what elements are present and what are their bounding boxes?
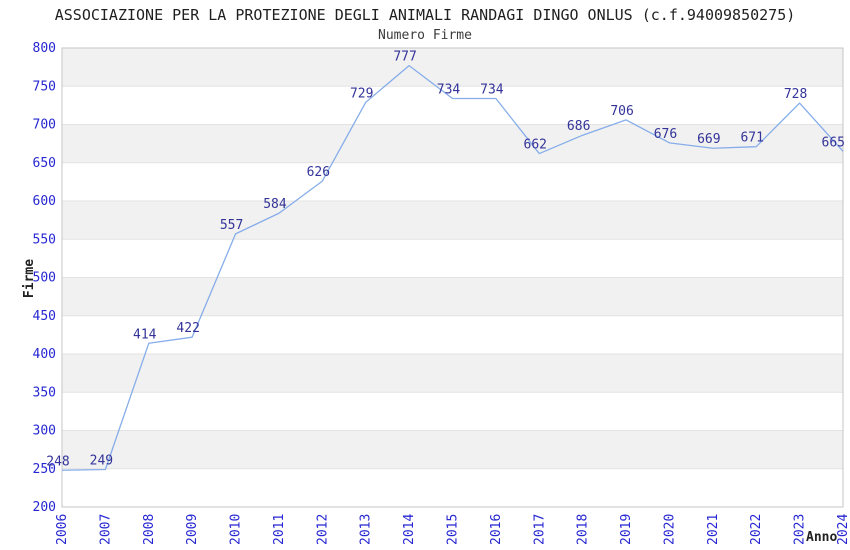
- plot-band: [62, 277, 843, 316]
- plot-band: [62, 201, 843, 240]
- data-point-label: 557: [220, 218, 243, 233]
- x-tick-label: 2021: [706, 514, 721, 545]
- x-tick-label: 2013: [359, 514, 374, 545]
- x-tick-label: 2016: [489, 514, 504, 545]
- data-point-label: 662: [524, 138, 547, 153]
- y-tick-label: 750: [33, 79, 56, 94]
- data-point-label: 676: [654, 127, 677, 142]
- x-tick-label: 2024: [836, 514, 850, 545]
- x-tick-label: 2018: [576, 514, 591, 545]
- y-tick-label: 300: [33, 424, 56, 439]
- x-axis-title: Anno: [806, 530, 838, 545]
- chart-title: ASSOCIAZIONE PER LA PROTEZIONE DEGLI ANI…: [54, 6, 796, 24]
- x-tick-label: 2006: [55, 514, 70, 545]
- plot-border: [61, 47, 844, 508]
- y-tick-label: 400: [33, 347, 56, 362]
- y-tick-label: 650: [33, 156, 56, 171]
- data-point-label: 728: [784, 87, 807, 102]
- y-tick-label: 250: [33, 462, 56, 477]
- x-tick-label: 2011: [272, 514, 287, 545]
- x-tick-label: 2009: [185, 514, 200, 545]
- x-tick-label: 2017: [532, 514, 547, 545]
- data-point-label: 249: [90, 454, 113, 469]
- x-tick-label: 2010: [229, 514, 244, 545]
- plot-band: [62, 354, 843, 393]
- chart-subtitle: Numero Firme: [378, 28, 472, 43]
- data-point-label: 734: [437, 82, 461, 97]
- data-point-label: 422: [176, 321, 199, 336]
- y-tick-label: 550: [33, 232, 56, 247]
- data-point-label: 414: [133, 327, 157, 342]
- x-tick-label: 2019: [619, 514, 634, 545]
- y-tick-label: 600: [33, 194, 56, 209]
- data-point-label: 669: [697, 132, 720, 147]
- data-point-label: 729: [350, 86, 373, 101]
- data-point-label: 665: [822, 135, 845, 150]
- plot-band: [62, 124, 843, 163]
- data-point-label: 734: [480, 82, 504, 97]
- data-point-label: 777: [393, 50, 416, 65]
- series-line: [61, 64, 844, 471]
- data-point-label: 626: [307, 165, 330, 180]
- x-tick-label: 2020: [662, 514, 677, 545]
- plot-band: [62, 48, 843, 87]
- x-tick-label: 2022: [749, 514, 764, 545]
- x-tick-label: 2007: [98, 514, 113, 545]
- x-tick-label: 2015: [446, 514, 461, 545]
- x-tick-label: 2014: [402, 514, 417, 545]
- y-tick-label: 700: [33, 118, 56, 133]
- data-point-label: 248: [46, 454, 69, 469]
- y-tick-label: 200: [33, 500, 56, 515]
- data-point-label: 706: [610, 104, 633, 119]
- y-tick-label: 500: [33, 271, 56, 286]
- x-tick-label: 2008: [142, 514, 157, 545]
- data-point-label: 686: [567, 119, 590, 134]
- y-tick-label: 800: [33, 41, 56, 56]
- y-tick-label: 350: [33, 385, 56, 400]
- x-tick-label: 2012: [315, 514, 330, 545]
- data-point-label: 584: [263, 197, 287, 212]
- data-point-label: 671: [740, 131, 763, 146]
- x-tick-label: 2023: [793, 514, 808, 545]
- plot-band: [62, 430, 843, 469]
- y-tick-label: 450: [33, 309, 56, 324]
